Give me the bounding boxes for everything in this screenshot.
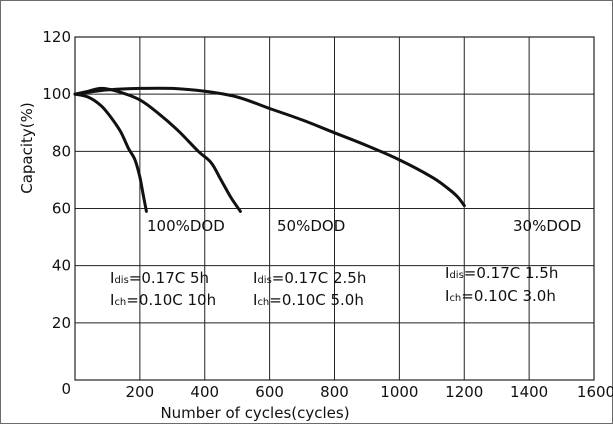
x-tick-label: 400 <box>190 383 219 401</box>
discharge-value: =0.17C 1.5h <box>464 264 559 282</box>
dod-label-30: 30%DOD <box>513 217 581 235</box>
grid-lines <box>75 37 594 380</box>
charge-value: =0.10C 5.0h <box>269 291 364 309</box>
y-tick-label: 20 <box>52 314 71 332</box>
x-tick-label: 0 <box>61 380 71 398</box>
x-tick-label: 1600 <box>577 383 613 401</box>
dod-label-50: 50%DOD <box>277 217 345 235</box>
dod-label-100: 100%DOD <box>147 217 225 235</box>
x-tick-label: 1200 <box>445 383 483 401</box>
condition-3-discharge: Idis=0.17C 1.5h <box>445 264 558 282</box>
capacity-curve-100-dod <box>73 92 148 213</box>
y-axis-label: Capacity(%) <box>18 102 36 194</box>
current-symbol: I <box>110 291 114 309</box>
condition-2-discharge: Idis=0.17C 2.5h <box>253 269 366 287</box>
charge-value: =0.10C 3.0h <box>461 287 556 305</box>
discharge-subscript: dis <box>114 275 128 286</box>
condition-1-charge: Ich=0.10C 10h <box>110 291 216 309</box>
x-tick-label: 800 <box>320 383 349 401</box>
charge-subscript: ch <box>257 297 269 308</box>
charge-value: =0.10C 10h <box>126 291 216 309</box>
condition-3-charge: Ich=0.10C 3.0h <box>445 287 556 305</box>
plot-border <box>74 36 595 381</box>
y-tick-labels: 20 40 60 80 100 120 <box>42 28 71 332</box>
charge-subscript: ch <box>449 293 461 304</box>
y-tick-label: 60 <box>52 200 71 218</box>
discharge-subscript: dis <box>449 270 463 281</box>
capacity-curves <box>73 86 466 213</box>
plot-area-border <box>74 36 595 381</box>
current-symbol: I <box>110 269 114 287</box>
x-tick-label: 600 <box>255 383 284 401</box>
y-tick-label: 40 <box>52 257 71 275</box>
condition-2-charge: Ich=0.10C 5.0h <box>253 291 364 309</box>
current-symbol: I <box>445 287 449 305</box>
capacity-curve-50-dod <box>73 86 242 213</box>
discharge-subscript: dis <box>257 275 271 286</box>
capacity-curve-30-dod <box>73 86 466 208</box>
y-tick-label: 100 <box>42 85 71 103</box>
current-symbol: I <box>445 264 449 282</box>
x-tick-label: 1000 <box>380 383 418 401</box>
discharge-value: =0.17C 5h <box>129 269 209 287</box>
y-tick-label: 80 <box>52 142 71 160</box>
condition-1-discharge: Idis=0.17C 5h <box>110 269 209 287</box>
x-tick-label: 200 <box>126 383 155 401</box>
discharge-value: =0.17C 2.5h <box>272 269 367 287</box>
x-tick-labels: 0 200 400 600 800 1000 1200 1400 1600 <box>61 380 613 401</box>
current-symbol: I <box>253 291 257 309</box>
current-symbol: I <box>253 269 257 287</box>
x-tick-label: 1400 <box>510 383 548 401</box>
x-axis-label: Number of cycles(cycles) <box>160 404 349 422</box>
charge-subscript: ch <box>114 297 126 308</box>
y-tick-label: 120 <box>42 28 71 46</box>
